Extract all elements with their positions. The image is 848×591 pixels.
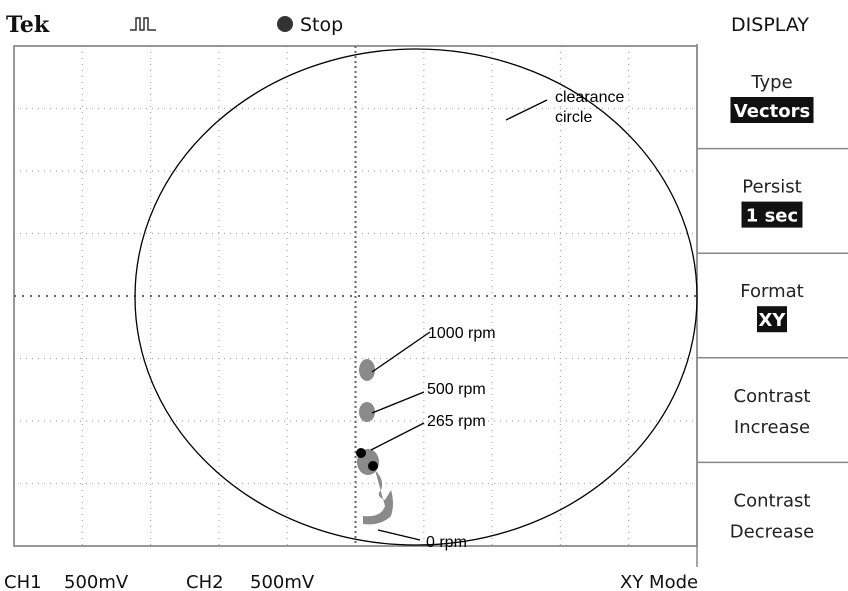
menu-value[interactable]: XY (759, 310, 787, 331)
scope-screen: Tek Stop DISPLAY Type Vectors Persist 1 sec… (0, 0, 848, 591)
acquisition-state: Stop (300, 14, 343, 36)
menu-label: Persist (742, 177, 802, 198)
marker-dot (368, 461, 378, 471)
marker-dot (356, 448, 366, 458)
menu-value[interactable]: Vectors (734, 101, 810, 122)
menu-label: Contrast (734, 490, 811, 511)
menu-label: Format (740, 281, 803, 302)
menu-value[interactable]: 1 sec (746, 206, 798, 227)
annotation: clearance (555, 89, 624, 106)
annotation: 500 rpm (427, 381, 486, 398)
ch1-label: CH1 (4, 572, 42, 591)
ch1-scale: 500mV (64, 572, 129, 591)
menu-title: DISPLAY (731, 14, 809, 36)
trace-blob (359, 402, 375, 422)
menu-value[interactable]: Increase (734, 417, 810, 438)
annotation: circle (555, 109, 592, 126)
brand: Tek (6, 12, 50, 38)
ch2-label: CH2 (186, 572, 224, 591)
menu-label: Type (750, 72, 792, 93)
annotation: 0 rpm (426, 534, 467, 551)
stop-icon (277, 16, 293, 32)
mode: XY Mode (620, 572, 698, 591)
menu-value[interactable]: Decrease (730, 521, 814, 542)
annotation: 1000 rpm (428, 325, 496, 342)
annotation: 265 rpm (427, 413, 486, 430)
ch2-scale: 500mV (250, 572, 315, 591)
page: Tek Stop DISPLAY Type Vectors Persist 1 sec… (0, 0, 848, 591)
trace-blob (359, 359, 375, 381)
menu-label: Contrast (734, 386, 811, 407)
